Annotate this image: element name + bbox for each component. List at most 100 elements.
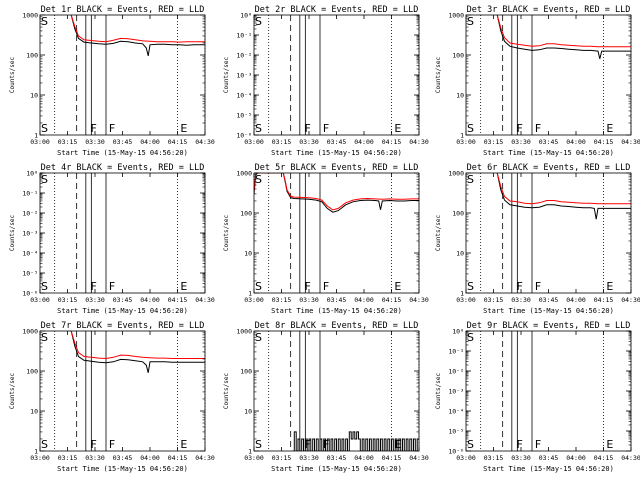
x-tick-label: 03:30 — [299, 296, 319, 304]
panel-det-3: Det 3r BLACK = Events, RED = LLD Counts/s… — [435, 5, 640, 157]
x-tick-label: 04:30 — [195, 454, 215, 462]
y-tick-label: 10⁰ — [26, 170, 38, 178]
plot-frame — [465, 172, 632, 294]
y-tick-label: 1000 — [236, 170, 252, 178]
series-line — [496, 173, 631, 205]
event-marker-S: S — [255, 438, 262, 451]
x-tick-label: 03:00 — [244, 454, 264, 462]
y-axis-label: Counts/sec — [435, 373, 442, 410]
event-marker-F: F — [91, 122, 97, 135]
event-marker-S: S — [467, 280, 474, 293]
series-line — [496, 15, 631, 48]
x-tick-label: 04:30 — [409, 138, 429, 146]
plot-frame — [253, 330, 420, 452]
y-tick-label: 100 — [452, 52, 464, 60]
x-axis-label: Start Time (15-May-15 04:56:20) — [271, 465, 402, 473]
plot-frame — [39, 14, 206, 136]
y-tick-label: 10⁻⁶ — [236, 132, 252, 140]
event-marker-F: F — [517, 438, 523, 451]
event-marker-E: E — [180, 280, 187, 293]
x-tick-label: 04:15 — [168, 296, 188, 304]
y-tick-label: 10⁻⁵ — [236, 112, 252, 120]
y-tick-label: 1 — [460, 290, 464, 298]
y-axis-label: Counts/sec — [435, 57, 442, 94]
series-line — [254, 173, 419, 211]
y-tick-label: 10⁻⁴ — [236, 92, 252, 100]
y-tick-label: 10⁻² — [448, 368, 464, 376]
x-tick-label: 04:00 — [140, 296, 160, 304]
event-marker-top: S — [467, 15, 474, 28]
x-tick-label: 03:15 — [58, 138, 78, 146]
event-marker-E: E — [180, 438, 187, 451]
event-marker-E: E — [606, 122, 613, 135]
y-tick-label: 10⁻² — [22, 210, 38, 218]
x-tick-label: 03:15 — [272, 296, 292, 304]
x-tick-label: 04:00 — [354, 454, 374, 462]
x-tick-label: 04:15 — [382, 138, 402, 146]
event-marker-F: F — [109, 122, 115, 135]
x-tick-label: 03:30 — [85, 138, 105, 146]
y-axis-label: Counts/sec — [9, 215, 16, 252]
y-tick-label: 10⁻² — [236, 52, 252, 60]
event-marker-E: E — [394, 438, 401, 451]
event-marker-S: S — [41, 438, 48, 451]
y-tick-label: 1000 — [236, 328, 252, 336]
x-tick-label: 03:15 — [484, 454, 504, 462]
event-marker-F: F — [323, 280, 329, 293]
series-line — [496, 173, 631, 220]
plot-frame — [39, 330, 206, 452]
y-tick-label: 10 — [244, 250, 252, 258]
x-tick-label: 04:30 — [621, 296, 640, 304]
event-marker-F: F — [91, 438, 97, 451]
event-marker-F: F — [517, 280, 523, 293]
y-tick-label: 10 — [30, 408, 38, 416]
x-tick-label: 03:30 — [511, 138, 531, 146]
plot-frame — [39, 172, 206, 294]
event-marker-F: F — [109, 438, 115, 451]
x-tick-label: 04:30 — [195, 296, 215, 304]
event-marker-top: S — [467, 331, 474, 344]
y-tick-label: 10⁻¹ — [448, 348, 464, 356]
event-marker-top: S — [41, 173, 48, 186]
y-tick-label: 1000 — [22, 12, 38, 20]
x-tick-label: 04:00 — [566, 296, 586, 304]
y-tick-label: 100 — [452, 210, 464, 218]
x-tick-label: 04:00 — [354, 138, 374, 146]
y-tick-label: 10⁻⁶ — [448, 448, 464, 456]
event-marker-F: F — [535, 438, 541, 451]
y-tick-label: 10⁻¹ — [22, 190, 38, 198]
event-marker-top: S — [41, 15, 48, 28]
panel-title: Det 4r BLACK = Events, RED = LLD — [41, 163, 205, 173]
y-tick-label: 100 — [240, 368, 252, 376]
y-tick-label: 10⁻⁴ — [22, 250, 38, 258]
y-tick-label: 10⁻⁵ — [22, 270, 38, 278]
x-tick-label: 03:15 — [484, 296, 504, 304]
y-tick-label: 1 — [248, 448, 252, 456]
y-tick-label: 10⁻⁵ — [448, 428, 464, 436]
x-tick-label: 03:00 — [30, 296, 50, 304]
y-axis-label: Counts/sec — [9, 57, 16, 94]
y-tick-label: 1 — [248, 290, 252, 298]
panel-title: Det 7r BLACK = Events, RED = LLD — [41, 321, 205, 331]
x-tick-label: 03:00 — [30, 454, 50, 462]
x-axis-label: Start Time (15-May-15 04:56:20) — [271, 149, 402, 157]
x-tick-label: 03:00 — [456, 454, 476, 462]
event-marker-E: E — [606, 280, 613, 293]
event-marker-F: F — [91, 280, 97, 293]
x-tick-label: 03:30 — [511, 454, 531, 462]
event-marker-E: E — [394, 280, 401, 293]
y-tick-label: 100 — [26, 52, 38, 60]
x-tick-label: 04:00 — [566, 138, 586, 146]
event-marker-S: S — [41, 280, 48, 293]
x-tick-label: 04:30 — [195, 138, 215, 146]
event-marker-S: S — [255, 280, 262, 293]
x-tick-label: 03:30 — [85, 296, 105, 304]
x-tick-label: 03:45 — [113, 138, 133, 146]
plot-frame — [253, 172, 420, 294]
event-marker-S: S — [255, 122, 262, 135]
y-tick-label: 100 — [240, 210, 252, 218]
panel-det-8: Det 8r BLACK = Events, RED = LLD Counts/s… — [223, 321, 429, 473]
x-tick-label: 03:00 — [244, 138, 264, 146]
x-tick-label: 03:45 — [113, 296, 133, 304]
x-tick-label: 04:00 — [354, 296, 374, 304]
